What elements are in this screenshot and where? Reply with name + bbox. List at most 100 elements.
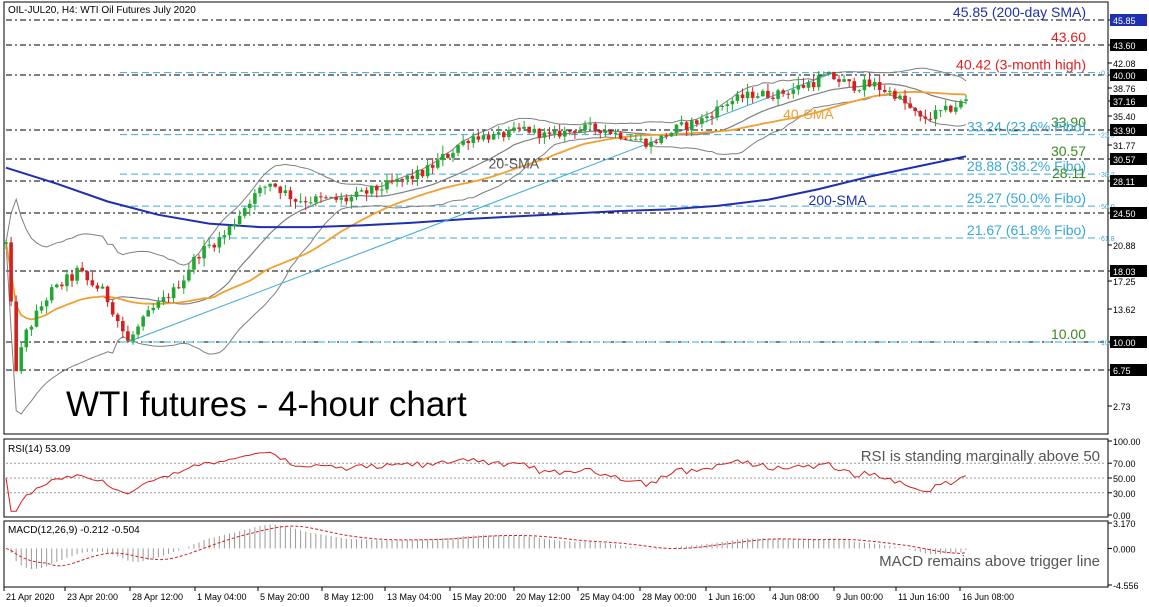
candle-body bbox=[415, 169, 420, 179]
candle-body bbox=[766, 90, 770, 98]
rsi-polyline bbox=[5, 451, 967, 512]
macd-tick-label: 3.170 bbox=[1113, 519, 1136, 529]
x-tick-label: 8 May 12:00 bbox=[324, 592, 374, 602]
candle-body bbox=[248, 203, 252, 209]
candle-body bbox=[181, 280, 186, 289]
candle-body bbox=[126, 331, 130, 341]
candle-body bbox=[562, 130, 567, 137]
y-tick-label: 37.16 bbox=[1113, 97, 1136, 107]
y-tick-label: 38.76 bbox=[1113, 84, 1136, 94]
candle-body bbox=[390, 180, 394, 182]
candle-body bbox=[9, 242, 13, 302]
candle-body bbox=[908, 103, 912, 108]
candle-body bbox=[146, 310, 151, 317]
rsi-tick-label: 100.00 bbox=[1113, 437, 1141, 447]
y-tick-label: 2.73 bbox=[1113, 402, 1131, 412]
candle-body bbox=[80, 267, 84, 272]
candle-body bbox=[903, 95, 907, 104]
candle-body bbox=[933, 110, 938, 120]
candle-body bbox=[664, 135, 669, 137]
candle-body bbox=[49, 287, 54, 301]
candle-body bbox=[151, 307, 156, 311]
level-annotation: 25.27 (50.0% Fibo) bbox=[967, 190, 1086, 206]
candle-body bbox=[197, 256, 201, 259]
y-tick-label: 17.25 bbox=[1113, 277, 1136, 287]
candle-body bbox=[532, 128, 537, 133]
x-tick-label: 5 May 20:00 bbox=[260, 592, 310, 602]
indicator-label: 200-SMA bbox=[809, 192, 868, 208]
candle-body bbox=[811, 82, 816, 88]
candle-body bbox=[852, 81, 857, 91]
x-tick-label: 1 May 04:00 bbox=[197, 592, 247, 602]
candle-body bbox=[928, 118, 933, 120]
candle-body bbox=[369, 185, 374, 194]
y-tick-label: 18.03 bbox=[1113, 267, 1136, 277]
candle-body bbox=[496, 132, 501, 135]
candle-body bbox=[34, 310, 39, 327]
candle-body bbox=[359, 190, 364, 192]
candle-body bbox=[85, 271, 90, 281]
candle-body bbox=[821, 74, 826, 76]
candle-body bbox=[166, 297, 171, 299]
candle-body bbox=[70, 274, 74, 281]
candle-body bbox=[202, 245, 206, 259]
candle-body bbox=[374, 185, 379, 191]
y-tick-label: 43.60 bbox=[1113, 41, 1136, 51]
candle-body bbox=[735, 94, 740, 101]
candle-body bbox=[913, 107, 918, 112]
candle-body bbox=[141, 316, 145, 327]
level-annotation: 43.60 bbox=[1051, 29, 1086, 45]
candle-body bbox=[547, 132, 552, 134]
candle-body bbox=[959, 101, 963, 108]
candle-body bbox=[705, 116, 709, 119]
fibo-level-tag: 61.8 bbox=[1101, 236, 1115, 243]
candle-body bbox=[222, 235, 227, 238]
price-panel-frame bbox=[3, 1, 1109, 435]
candle-body bbox=[115, 314, 120, 322]
candle-body bbox=[537, 128, 542, 138]
candle-body bbox=[227, 226, 232, 236]
candle-body bbox=[867, 79, 872, 87]
candle-body bbox=[471, 136, 476, 144]
candle-body bbox=[14, 301, 18, 372]
y-tick-label: 6.75 bbox=[1113, 366, 1131, 376]
rsi-tick-label: 50.00 bbox=[1113, 474, 1136, 484]
y-tick-label: 33.90 bbox=[1113, 126, 1136, 136]
candle-body bbox=[750, 91, 755, 98]
candle-body bbox=[938, 110, 943, 112]
candle-body bbox=[237, 215, 242, 225]
candle-body bbox=[329, 196, 333, 198]
candle-body bbox=[527, 126, 531, 133]
candle-body bbox=[314, 196, 318, 203]
fibo-level-tag: 23.6 bbox=[1101, 133, 1115, 140]
candle-body bbox=[90, 280, 95, 286]
candle-body bbox=[827, 71, 831, 75]
macd-histogram bbox=[10, 524, 967, 570]
candle-body bbox=[761, 90, 765, 97]
candle-body bbox=[710, 116, 714, 118]
candle-body bbox=[344, 197, 349, 202]
candle-body bbox=[242, 208, 247, 216]
bollinger-bands bbox=[5, 67, 967, 415]
candle-body bbox=[623, 138, 628, 140]
x-tick-label: 28 Apr 12:00 bbox=[132, 592, 183, 602]
bb-upper-line bbox=[5, 67, 967, 266]
rsi-note: RSI is standing marginally above 50 bbox=[861, 448, 1100, 465]
candle-body bbox=[659, 135, 664, 143]
candle-body bbox=[430, 165, 435, 168]
candle-body bbox=[308, 202, 313, 204]
candles bbox=[4, 70, 968, 375]
candle-body bbox=[837, 79, 841, 82]
candle-body bbox=[410, 175, 415, 179]
price-panel: 0.0 23.6 38.2 50.0 61.8 100.0 45.85 (200-day … bbox=[3, 1, 1147, 435]
x-tick-label: 4 Jun 08:00 bbox=[772, 592, 819, 602]
y-tick-label: 13.62 bbox=[1113, 305, 1136, 315]
macd-y-axis: 3.170 0.000 -4.556 bbox=[1108, 519, 1139, 591]
candle-body bbox=[542, 132, 547, 138]
candle-body bbox=[791, 89, 796, 94]
time-x-axis: 21 Apr 2020 23 Apr 20:00 28 Apr 12:00 1 May… bbox=[3, 587, 1014, 602]
candle-body bbox=[694, 120, 699, 124]
candle-body bbox=[634, 139, 638, 141]
rsi-tick-label: 0.00 bbox=[1113, 511, 1131, 521]
